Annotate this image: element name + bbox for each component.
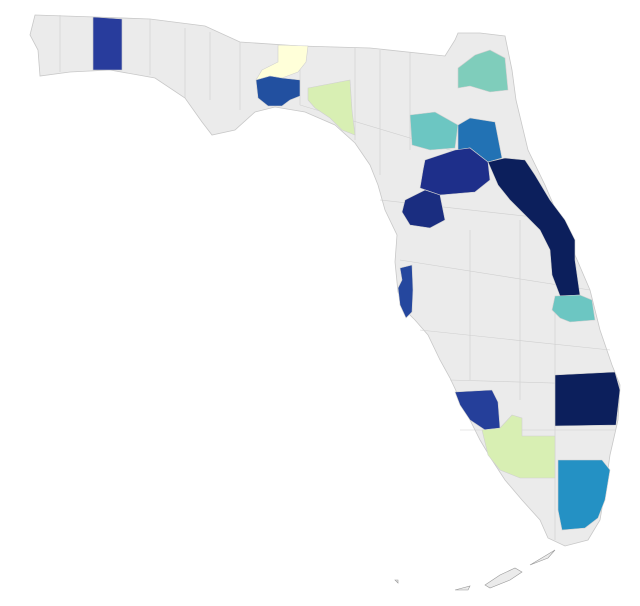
county bbox=[255, 75, 301, 107]
keys bbox=[394, 549, 556, 591]
county bbox=[554, 371, 621, 427]
county bbox=[92, 16, 123, 71]
county bbox=[557, 459, 611, 531]
county bbox=[551, 294, 596, 323]
county bbox=[481, 414, 556, 479]
county bbox=[307, 79, 356, 136]
county bbox=[401, 189, 446, 229]
county bbox=[457, 49, 509, 93]
county bbox=[409, 111, 459, 151]
county bbox=[397, 264, 414, 319]
county bbox=[419, 147, 491, 196]
highlighted-counties bbox=[92, 16, 621, 531]
